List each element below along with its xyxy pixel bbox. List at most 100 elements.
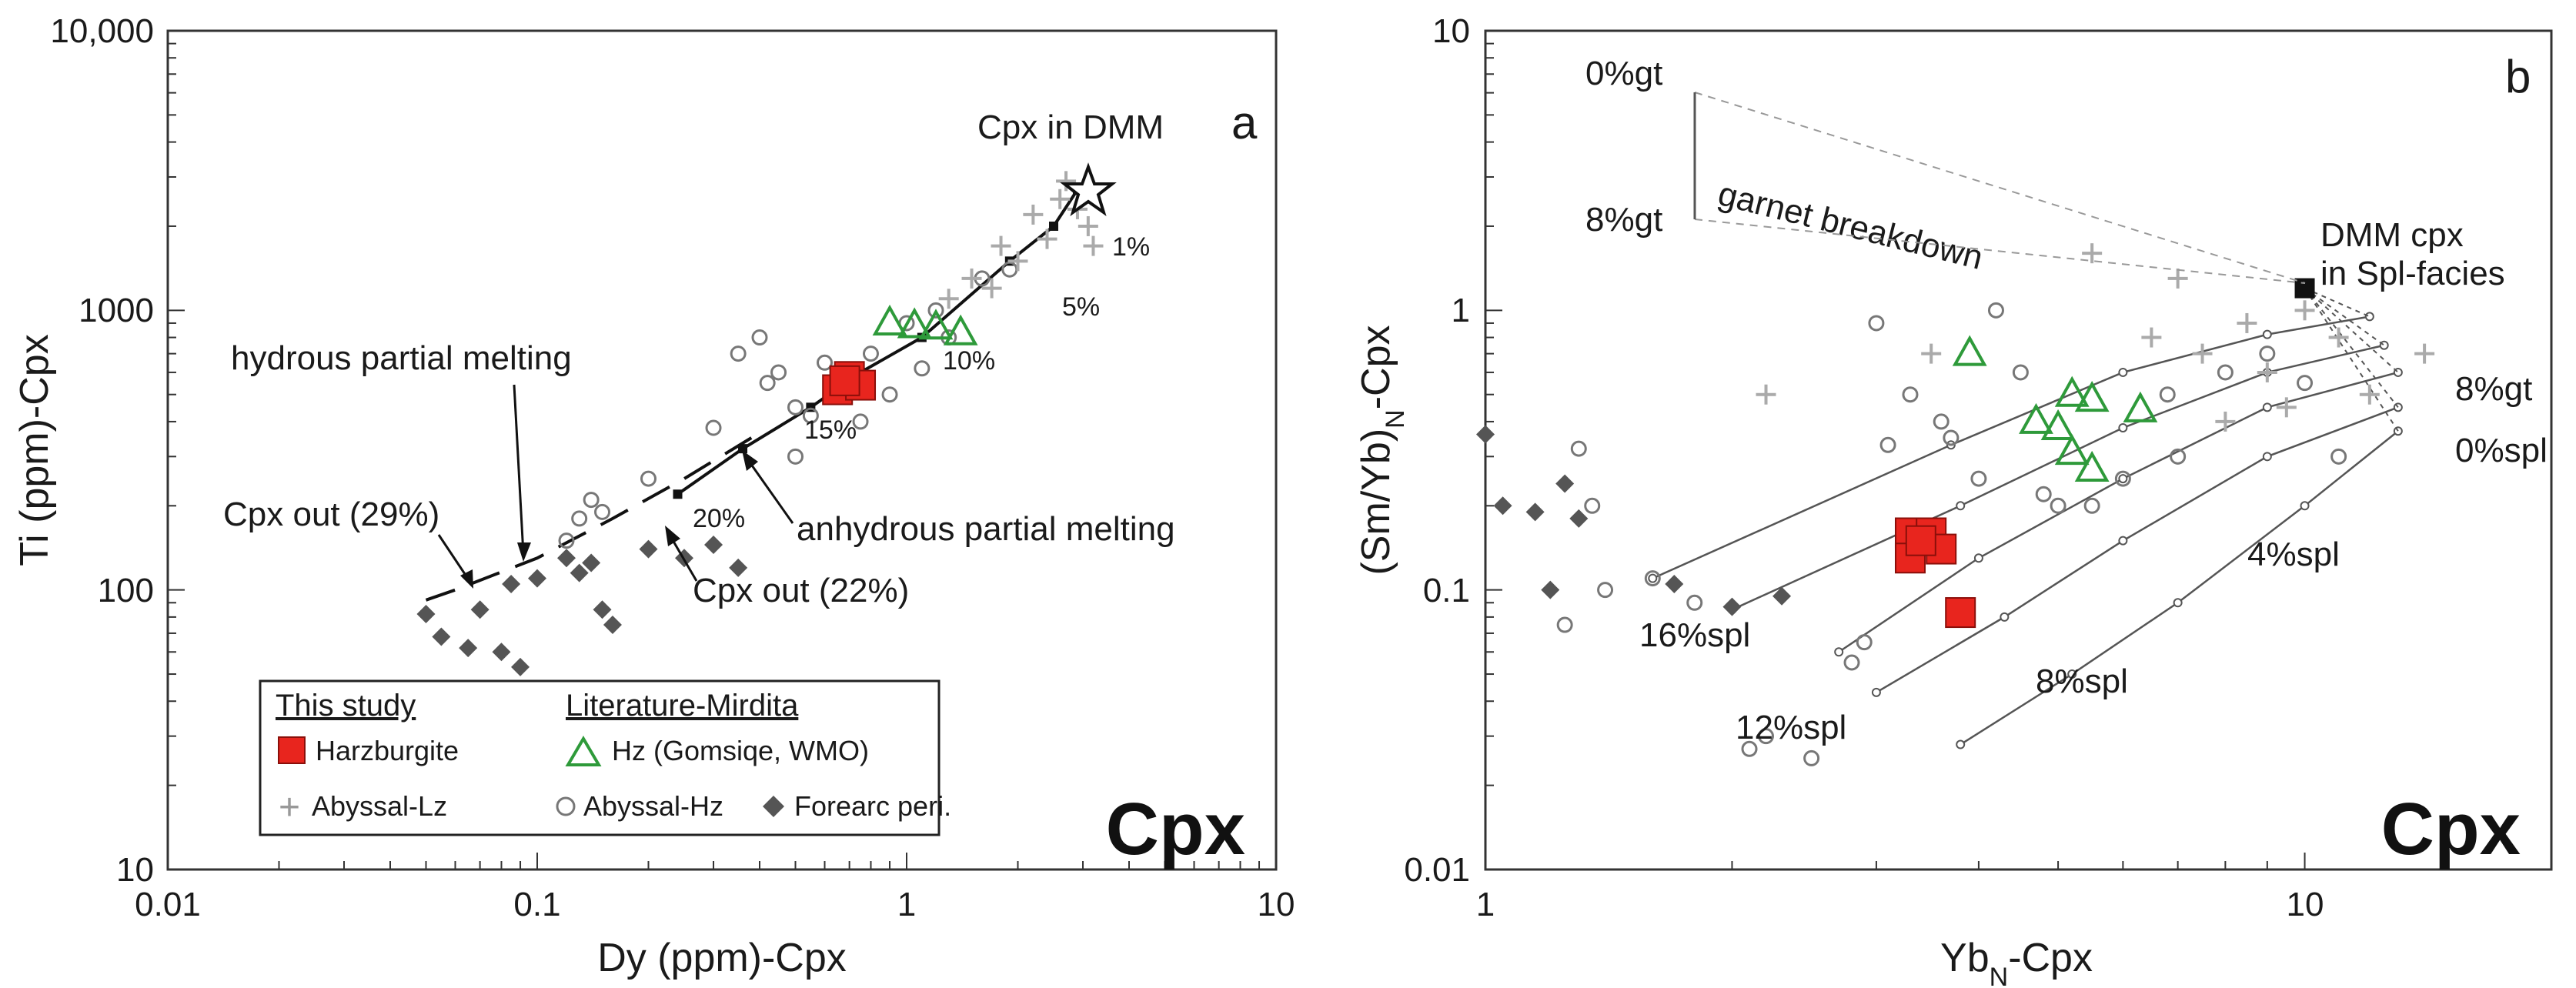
legend-heading-study: This study xyxy=(276,689,416,723)
forearc-point xyxy=(639,539,658,559)
annotation-spl8: 8%spl xyxy=(2036,663,2128,700)
model-curve-node xyxy=(1973,553,1983,563)
legend-frame xyxy=(259,679,941,836)
abyssal-hz-point xyxy=(1584,497,1601,514)
abyssal-hz-point xyxy=(787,399,804,416)
panel-a-y-tick-label: 1000 xyxy=(79,292,154,329)
hz-gomsiqe-point xyxy=(2074,450,2110,482)
abyssal-hz-point xyxy=(1902,386,1919,403)
hz-gomsiqe-point xyxy=(2040,409,2076,441)
panel-a-y-tick-label: 100 xyxy=(98,572,154,609)
forearc-point xyxy=(511,657,530,676)
annotation-pct: 10% xyxy=(943,346,995,376)
abyssal-hz-point xyxy=(705,419,722,436)
dmm-cpx-marker xyxy=(2294,278,2315,299)
abyssal-hz-point xyxy=(2159,386,2176,403)
model-curve-node xyxy=(2067,669,2077,679)
abyssal-hz-point xyxy=(1843,654,1860,671)
abyssal-hz-point xyxy=(1741,740,1758,757)
abyssal-hz-point xyxy=(640,470,657,487)
forearc-point xyxy=(416,604,436,623)
forearc-point xyxy=(704,536,723,555)
annotation-pct: 20% xyxy=(693,504,745,533)
model-curve-node xyxy=(2364,312,2374,322)
abyssal-hz-point xyxy=(1987,302,2004,319)
panel-a-letter: a xyxy=(1231,97,1258,149)
dmm-connector xyxy=(2304,287,2371,318)
panel-a-legend: This study Literature-Mirdita Harzburgit… xyxy=(259,679,951,836)
abyssal-hz-point xyxy=(914,360,931,377)
panel-a-x-tick-label: 1 xyxy=(897,886,916,923)
forearc-point xyxy=(1772,586,1792,606)
abyssal-hz-point xyxy=(2297,375,2314,392)
panel-a-x-axis-label: Dy (ppm)-Cpx xyxy=(597,936,847,980)
model-curve-node xyxy=(2118,474,2128,484)
annotation-dmm-spl: in Spl-facies xyxy=(2320,255,2505,292)
annotation-pct: 5% xyxy=(1062,292,1100,322)
legend-marker-abyssal-hz xyxy=(556,796,576,816)
panel-b-x-tick-label: 10 xyxy=(2287,886,2324,923)
abyssal-hz-point xyxy=(1856,634,1873,651)
forearc-point xyxy=(470,600,489,619)
forearc-point xyxy=(1541,580,1560,599)
garnet-guide-line xyxy=(1694,219,2306,284)
abyssal-hz-point xyxy=(583,492,600,509)
harzburgite-point xyxy=(1905,525,1936,556)
annotation-spl4: 4%spl xyxy=(2247,536,2340,573)
annotation-spl16: 16%spl xyxy=(1639,616,1750,654)
hz-gomsiqe-point xyxy=(943,314,978,345)
panel-b-y-tick-label: 1 xyxy=(1452,292,1470,329)
annotation-cpx29: Cpx out (29%) xyxy=(223,496,439,533)
panel-b-x-tick-label: 1 xyxy=(1476,886,1495,923)
hz-gomsiqe-point xyxy=(918,309,954,340)
abyssal-hz-point xyxy=(594,503,611,520)
abyssal-hz-point xyxy=(759,375,776,392)
harzburgite-point xyxy=(829,365,860,396)
dmm-connector xyxy=(2304,287,2399,408)
panel-b-y-axis-label: (Sm/Yb)N-Cpx xyxy=(1354,325,1410,575)
arrow-anhydrous xyxy=(745,457,794,524)
panel-a-y-axis-label: Ti (ppm)-Cpx xyxy=(12,334,57,566)
hz-gomsiqe-point xyxy=(897,307,932,339)
legend-label: Abyssal-Hz xyxy=(583,790,723,822)
forearc-point xyxy=(1555,474,1575,493)
panel-b-y-tick-label: 0.1 xyxy=(1423,572,1470,609)
anhydrous-trend-line xyxy=(677,189,1079,496)
arrowhead xyxy=(517,542,531,562)
arrowhead xyxy=(460,569,473,589)
model-curve-node xyxy=(2300,501,2310,511)
model-curve-node xyxy=(2118,536,2128,546)
anhydrous-trend-node xyxy=(1049,221,1059,231)
model-curve-node xyxy=(2173,598,2183,608)
forearc-point xyxy=(557,549,576,568)
dmm-connector xyxy=(2304,287,2399,373)
model-curve-node xyxy=(2262,329,2272,339)
forearc-point xyxy=(459,639,478,658)
forearc-point xyxy=(1665,574,1684,593)
panel-a-x-tick-label: 0.01 xyxy=(135,886,201,923)
abyssal-hz-point xyxy=(1758,728,1775,745)
anhydrous-trend-node xyxy=(673,489,683,499)
hz-gomsiqe-point xyxy=(872,304,907,335)
abyssal-hz-point xyxy=(787,448,804,465)
abyssal-hz-point xyxy=(571,510,588,527)
abyssal-hz-point xyxy=(1597,582,1614,599)
abyssal-hz-point xyxy=(1868,315,1885,332)
hz-gomsiqe-point xyxy=(1952,335,1987,366)
abyssal-hz-point xyxy=(1644,570,1661,587)
abyssal-hz-point xyxy=(751,329,768,346)
arrowhead xyxy=(742,450,758,471)
abyssal-hz-point xyxy=(2012,364,2029,381)
anhydrous-trend-node xyxy=(738,444,748,454)
forearc-point xyxy=(1525,502,1545,522)
panel-a-mineral-label: Cpx xyxy=(1106,788,1245,870)
legend-label: Forearc peri. xyxy=(794,790,951,822)
abyssal-hz-point xyxy=(2170,448,2187,465)
panel-a: 0.01 0.1 1 10 10 100 1000 10,000 Dy (ppm… xyxy=(12,12,1295,980)
hz-gomsiqe-point xyxy=(2054,376,2090,407)
abyssal-hz-point xyxy=(730,345,747,362)
arrowhead xyxy=(665,526,680,546)
model-curve-node xyxy=(1834,647,1844,657)
legend-marker-hz xyxy=(565,736,602,766)
forearc-point xyxy=(603,616,622,635)
